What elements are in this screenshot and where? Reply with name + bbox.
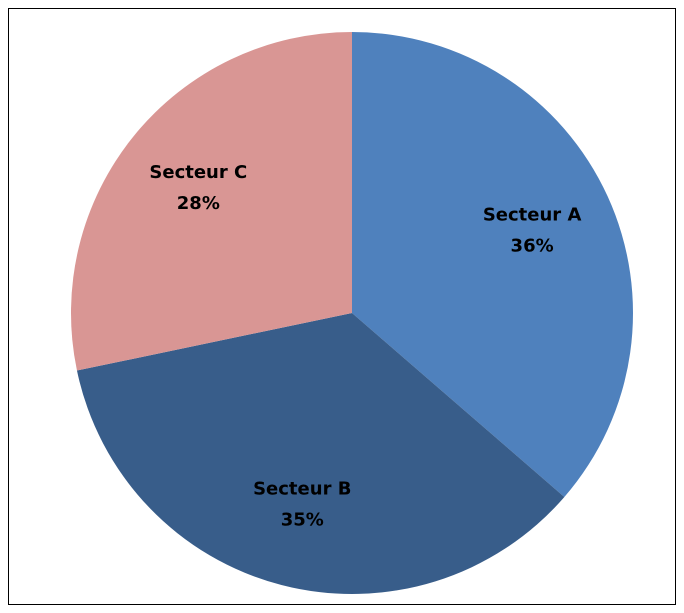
slice-value-label: 28% (177, 193, 220, 214)
pie-slice (76, 313, 565, 594)
slice-category-label: Secteur A (483, 205, 582, 226)
pie-slice (352, 32, 633, 498)
slice-value-label: 36% (511, 236, 554, 257)
slice-value-label: 35% (281, 510, 324, 531)
slice-category-label: Secteur C (149, 162, 247, 183)
pie-slice (70, 32, 353, 371)
slice-category-label: Secteur B (253, 479, 351, 500)
